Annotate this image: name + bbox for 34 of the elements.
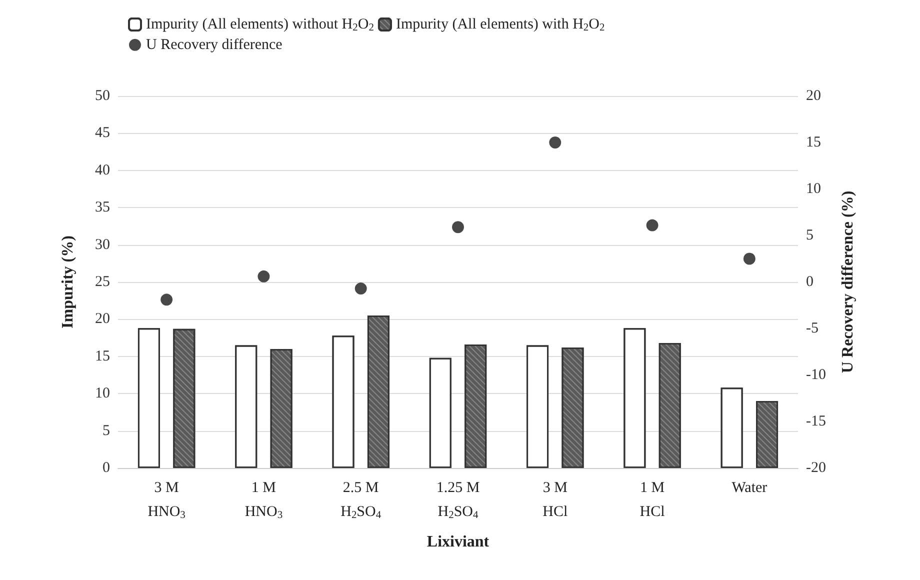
point xyxy=(354,282,367,295)
y2-tick-label: 0 xyxy=(806,274,814,290)
y2-tick-label: -15 xyxy=(806,414,826,430)
x-tick-label: 3 M HCl xyxy=(542,480,568,520)
y-tick-label: 40 xyxy=(95,162,110,178)
y-axis-title: Impurity (%) xyxy=(60,236,76,328)
y-tick-label: 25 xyxy=(95,274,110,290)
y-tick-label: 30 xyxy=(95,236,110,253)
y-tick-label: 5 xyxy=(102,422,110,439)
y2-tick-label: 10 xyxy=(806,181,821,197)
y2-tick-label: -20 xyxy=(806,460,826,476)
legend-label: U Recovery difference xyxy=(146,36,283,53)
y2-tick-label: -5 xyxy=(806,320,818,336)
y2-axis-title: U Recovery difference (%) xyxy=(840,190,856,374)
y2-tick-label: 20 xyxy=(806,88,821,104)
point xyxy=(452,221,464,234)
y-tick-label: 50 xyxy=(95,88,110,104)
y-tick-label: 15 xyxy=(95,348,110,364)
point xyxy=(646,219,658,232)
y-tick-label: 45 xyxy=(95,125,110,142)
point xyxy=(160,294,173,306)
point xyxy=(743,252,756,265)
y2-tick-label: 5 xyxy=(806,228,814,244)
y-tick-label: 0 xyxy=(102,460,110,476)
x-tick-label: 1 M HCl xyxy=(640,480,665,520)
y2-tick-label: 15 xyxy=(806,134,821,150)
x-axis-title: Lixiviant xyxy=(426,534,490,550)
x-tick-label: Water xyxy=(732,480,768,496)
point xyxy=(258,270,270,282)
point xyxy=(549,136,562,148)
y-tick-label: 20 xyxy=(95,311,110,328)
y-tick-label: 10 xyxy=(95,386,110,402)
y-tick-label: 35 xyxy=(95,200,110,216)
y2-tick-label: -10 xyxy=(806,367,826,383)
